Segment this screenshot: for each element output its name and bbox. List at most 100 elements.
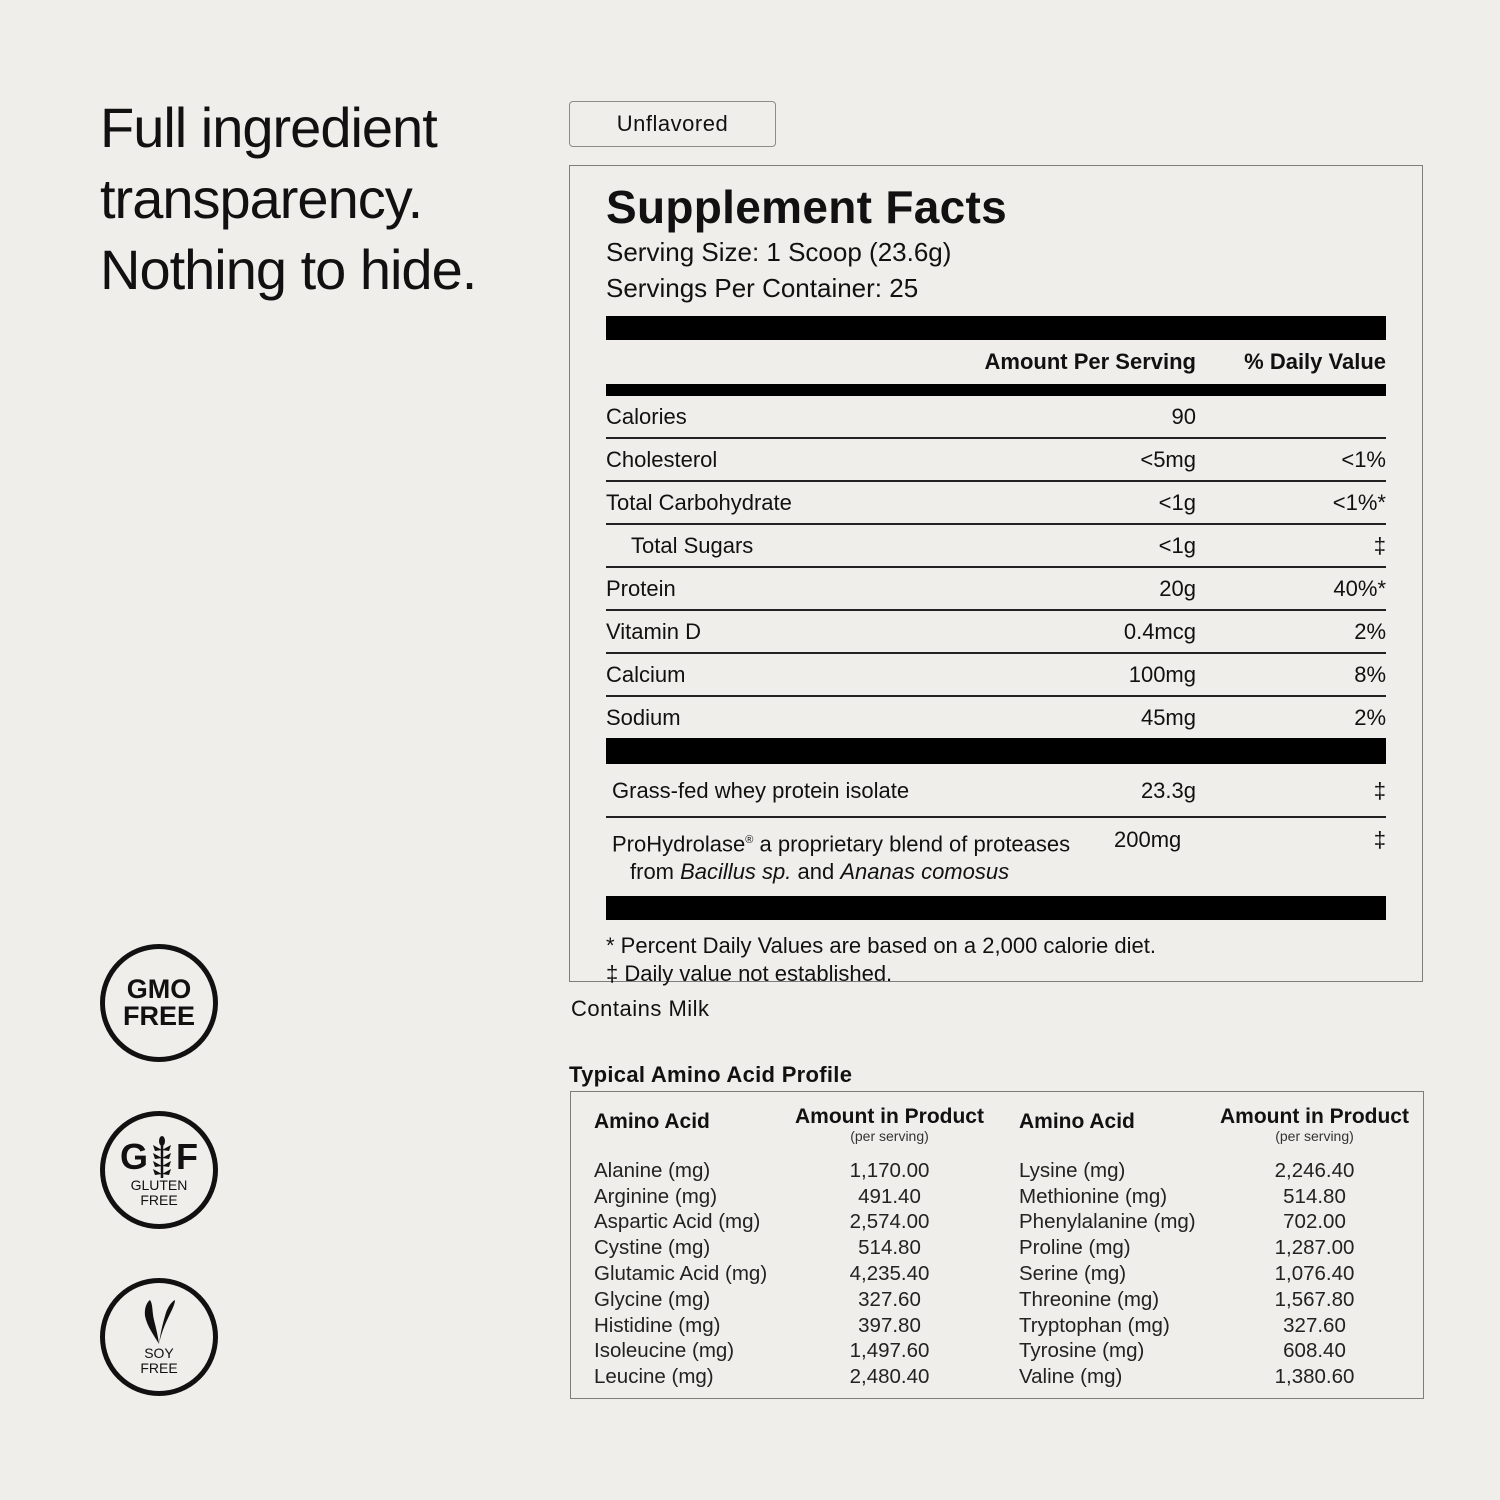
gmo-free-badge-icon: GMO FREE <box>100 944 218 1062</box>
amino-row: Isoleucine (mg) 1,497.60 <box>594 1339 988 1365</box>
amino-value: 514.80 <box>858 1236 921 1260</box>
amino-value: 327.60 <box>1283 1313 1346 1337</box>
amino-name: Histidine (mg) <box>594 1313 721 1337</box>
nutrient-list: Calories 90 Cholesterol <5mg <1% Total C… <box>606 396 1386 738</box>
amino-value: 608.40 <box>1283 1339 1346 1363</box>
nutrient-row: Vitamin D 0.4mcg 2% <box>606 611 1386 654</box>
badge-text: FREE <box>140 1360 178 1376</box>
nutrient-row: Cholesterol <5mg <1% <box>606 439 1386 482</box>
nutrient-amount: 90 <box>1171 403 1196 429</box>
nutrient-row: Sodium 45mg 2% <box>606 697 1386 738</box>
badge-text: GMO <box>126 974 192 1004</box>
amino-name: Tryptophan (mg) <box>1019 1313 1170 1337</box>
facts-header-row: Amount Per Serving % Daily Value <box>606 340 1386 384</box>
amino-row: Histidine (mg) 397.80 <box>594 1313 988 1339</box>
headline-line: Full ingredient <box>100 96 438 159</box>
ingredient-name: ProHydrolase® a proprietary blend of pro… <box>612 826 1386 888</box>
amino-name: Cystine (mg) <box>594 1236 711 1260</box>
nutrient-amount: <1g <box>1158 532 1196 558</box>
amino-row: Glutamic Acid (mg) 4,235.40 <box>594 1261 988 1287</box>
facts-title: Supplement Facts <box>606 181 1007 233</box>
amino-value: 1,567.80 <box>1274 1287 1355 1311</box>
amino-value: 702.00 <box>1283 1210 1346 1234</box>
nutrient-amount: <1g <box>1158 489 1196 515</box>
amino-row: Methionine (mg) 514.80 <box>1019 1184 1413 1210</box>
column-subheader: (per serving) <box>1275 1128 1354 1144</box>
footnotes: * Percent Daily Values are based on a 2,… <box>606 932 1386 988</box>
nutrient-row: Total Sugars <1g ‡ <box>606 525 1386 568</box>
nutrient-name: Vitamin D <box>606 618 701 644</box>
amino-row: Tyrosine (mg) 608.40 <box>1019 1339 1413 1365</box>
amino-row: Proline (mg) 1,287.00 <box>1019 1235 1413 1261</box>
amino-name: Leucine (mg) <box>594 1365 714 1389</box>
flavor-option-button[interactable]: Unflavored <box>569 101 776 147</box>
species-name: Bacillus sp. <box>680 859 792 885</box>
nutrient-amount: <5mg <box>1140 446 1196 472</box>
amino-name: Glycine (mg) <box>594 1287 711 1311</box>
nutrient-dv: <1% <box>1341 446 1386 472</box>
amino-row: Aspartic Acid (mg) 2,574.00 <box>594 1210 988 1236</box>
amino-row: Serine (mg) 1,076.40 <box>1019 1261 1413 1287</box>
badge-text: F <box>176 1136 198 1177</box>
divider-bar <box>606 738 1386 764</box>
nutrient-amount: 20g <box>1159 575 1196 601</box>
headline-line: Nothing to hide. <box>100 238 477 301</box>
amino-row: Phenylalanine (mg) 702.00 <box>1019 1210 1413 1236</box>
nutrient-dv: 2% <box>1354 704 1386 730</box>
nutrient-amount: 45mg <box>1140 704 1196 730</box>
footnote: ‡ Daily value not established. <box>606 961 893 986</box>
amino-row: Glycine (mg) 327.60 <box>594 1287 988 1313</box>
text: from <box>630 859 681 885</box>
amino-value: 4,235.40 <box>849 1262 930 1286</box>
amino-name: Glutamic Acid (mg) <box>594 1262 768 1286</box>
soybean-pod-icon <box>144 1300 175 1344</box>
amino-column-left: Amino Acid Amount in Product (per serving… <box>594 1106 988 1390</box>
ingredient-row: ProHydrolase® a proprietary blend of pro… <box>606 818 1386 888</box>
amino-column-right: Amino Acid Amount in Product (per serving… <box>1019 1106 1413 1390</box>
nutrient-name: Total Carbohydrate <box>606 489 792 515</box>
amino-value: 514.80 <box>1283 1184 1346 1208</box>
dv-header: % Daily Value <box>1244 349 1386 374</box>
divider-bar <box>606 316 1386 340</box>
nutrient-amount: 100mg <box>1128 661 1196 687</box>
amino-value: 2,246.40 <box>1274 1158 1355 1182</box>
nutrient-row: Calories 90 <box>606 396 1386 439</box>
nutrient-name: Calories <box>606 403 687 429</box>
column-header: Amino Acid <box>594 1110 710 1133</box>
amino-name: Tyrosine (mg) <box>1019 1339 1145 1363</box>
nutrient-row: Protein 20g 40%* <box>606 568 1386 611</box>
wheat-icon <box>153 1136 171 1178</box>
nutrient-name: Cholesterol <box>606 446 718 472</box>
nutrient-dv: 8% <box>1354 661 1386 687</box>
ingredient-name-part: ProHydrolase <box>612 831 746 857</box>
registered-mark: ® <box>745 834 754 846</box>
column-subheader: (per serving) <box>850 1128 929 1144</box>
divider-bar <box>606 896 1386 920</box>
species-name: Ananas comosus <box>840 859 1010 885</box>
amino-row: Arginine (mg) 491.40 <box>594 1184 988 1210</box>
badge-text: FREE <box>122 1001 195 1031</box>
amino-row: Tryptophan (mg) 327.60 <box>1019 1313 1413 1339</box>
amino-name: Arginine (mg) <box>594 1184 718 1208</box>
soy-free-badge-icon: SOY FREE <box>100 1278 218 1396</box>
headline: Full ingredient transparency. Nothing to… <box>100 92 477 305</box>
amino-name: Isoleucine (mg) <box>594 1339 735 1363</box>
amino-header-row: Amino Acid Amount in Product (per serving… <box>1019 1106 1413 1158</box>
badge-text: SOY <box>144 1345 174 1361</box>
column-header: Amount in Product (per serving) <box>791 1106 988 1158</box>
ingredient-dv: ‡ <box>1373 778 1386 803</box>
nutrient-amount: 0.4mcg <box>1123 618 1196 644</box>
divider-bar <box>606 384 1386 396</box>
column-header: Amino Acid <box>1019 1110 1135 1133</box>
ingredient-amount: 23.3g <box>1140 778 1196 803</box>
headline-line: transparency. <box>100 167 423 230</box>
amino-row: Alanine (mg) 1,170.00 <box>594 1158 988 1184</box>
supplement-facts-panel: Supplement Facts Serving Size: 1 Scoop (… <box>569 165 1423 986</box>
ingredient-amount: 200mg <box>1114 827 1182 852</box>
amino-row: Leucine (mg) 2,480.40 <box>594 1364 988 1390</box>
amount-header: Amount Per Serving <box>984 349 1196 374</box>
amino-name: Serine (mg) <box>1019 1262 1127 1286</box>
amino-name: Lysine (mg) <box>1019 1158 1126 1182</box>
amino-value: 491.40 <box>858 1184 921 1208</box>
amino-row: Valine (mg) 1,380.60 <box>1019 1364 1413 1390</box>
